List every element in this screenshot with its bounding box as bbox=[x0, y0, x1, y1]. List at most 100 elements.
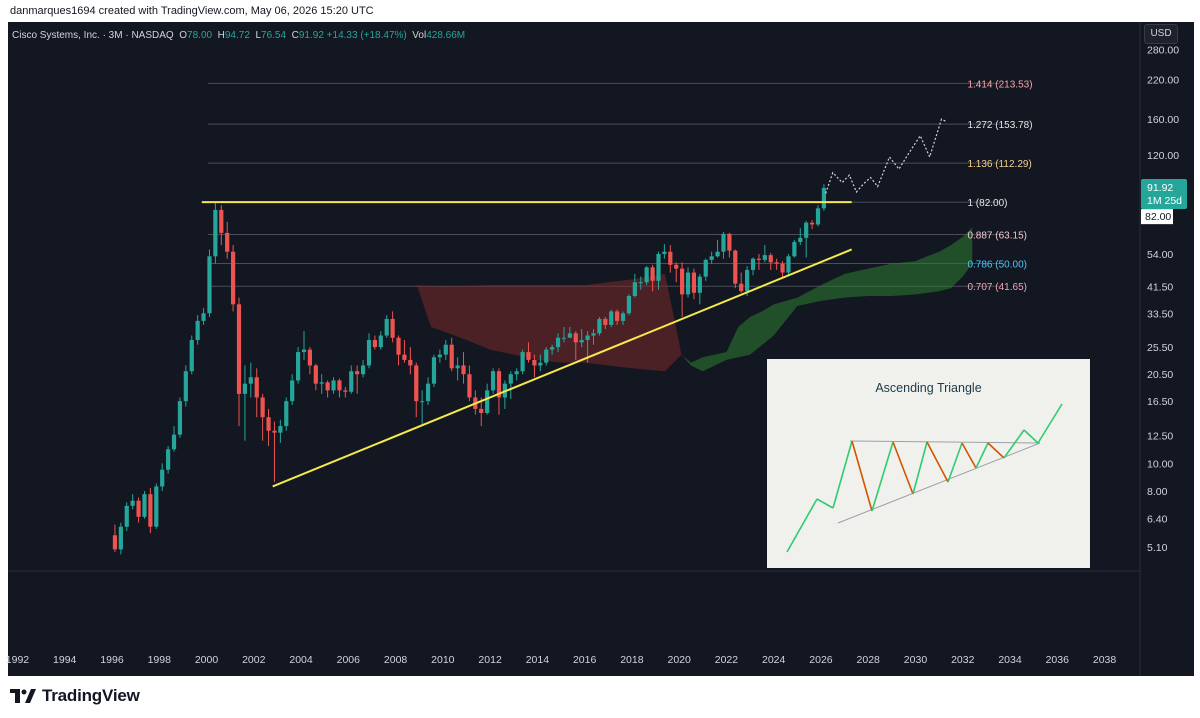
year-tick-label: 1994 bbox=[53, 654, 77, 666]
symbol-name[interactable]: Cisco Systems, Inc. · 3M · NASDAQ bbox=[12, 30, 174, 41]
price-tick-label: 25.50 bbox=[1147, 342, 1173, 354]
candle-body bbox=[136, 500, 141, 517]
tradingview-logo[interactable]: TradingView bbox=[10, 686, 140, 706]
fib-label-2: 1.136 (112.29) bbox=[967, 159, 1031, 170]
candle-body bbox=[319, 382, 324, 384]
candle-body bbox=[408, 359, 413, 366]
inset-pattern-segment bbox=[832, 440, 853, 509]
inset-pattern-segment bbox=[1023, 429, 1039, 444]
inset-pattern-segment bbox=[892, 441, 914, 495]
candle-body bbox=[762, 255, 767, 260]
candle-body bbox=[248, 377, 253, 384]
candle-body bbox=[366, 340, 372, 366]
candle-body bbox=[591, 333, 596, 336]
candle-body bbox=[189, 340, 194, 372]
candle-body bbox=[656, 253, 661, 281]
candle-body bbox=[331, 380, 336, 391]
inset-pattern-segment bbox=[947, 442, 963, 483]
fib-levels bbox=[207, 82, 1001, 287]
year-tick-label: 2024 bbox=[762, 654, 786, 666]
candle-body bbox=[396, 337, 401, 355]
tradingview-brand: TradingView bbox=[42, 686, 140, 705]
candle-body bbox=[461, 365, 466, 375]
year-tick-label: 2012 bbox=[478, 654, 502, 666]
candles bbox=[112, 184, 827, 555]
candle-body bbox=[650, 267, 655, 281]
candle-body bbox=[372, 340, 377, 348]
year-tick-label: 2020 bbox=[667, 654, 691, 666]
candle-body bbox=[414, 365, 419, 402]
candle-body bbox=[620, 313, 626, 321]
price-tick-label: 16.50 bbox=[1147, 396, 1173, 408]
price-tick-label: 220.00 bbox=[1147, 75, 1179, 87]
candle-body bbox=[644, 267, 649, 283]
year-tick-label: 2032 bbox=[951, 654, 975, 666]
candle-body bbox=[496, 371, 502, 398]
candle-body bbox=[691, 272, 697, 293]
projection-path[interactable] bbox=[825, 118, 947, 194]
candle-body bbox=[260, 397, 265, 418]
year-tick-label: 2006 bbox=[337, 654, 361, 666]
candle-body bbox=[485, 390, 490, 413]
inset-pattern-segment bbox=[851, 440, 873, 512]
candle-body bbox=[177, 401, 183, 435]
inset-pattern-segment bbox=[926, 441, 949, 483]
fib-label-4: 0.887 (63.15) bbox=[967, 231, 1026, 242]
cloud-bullish bbox=[681, 227, 973, 372]
trendlines bbox=[201, 118, 947, 488]
volume-value: 428.66M bbox=[426, 30, 466, 41]
time-axis[interactable]: 1992 1994 1996 1998 2000 2002 2004 2006 2008 2010… bbox=[6, 654, 1117, 666]
candle-body bbox=[455, 365, 460, 369]
candle-body bbox=[526, 352, 531, 360]
price-tick-label: 8.00 bbox=[1147, 486, 1168, 498]
candle-body bbox=[437, 354, 442, 358]
candle-body bbox=[626, 295, 632, 314]
inset-pattern-segment bbox=[786, 498, 818, 553]
price-tick-label: 20.50 bbox=[1147, 369, 1173, 381]
candle-body bbox=[166, 449, 171, 470]
candle-body bbox=[390, 318, 395, 338]
currency-button[interactable]: USD bbox=[1144, 24, 1178, 44]
volume-label: Vol bbox=[412, 30, 427, 41]
candle-body bbox=[171, 434, 177, 450]
fib-label-1: 1.272 (153.78) bbox=[967, 120, 1032, 131]
candle-body bbox=[118, 526, 123, 550]
close-label: C bbox=[291, 30, 299, 41]
year-tick-label: 2010 bbox=[431, 654, 455, 666]
candle-body bbox=[809, 222, 815, 225]
price-tick-label: 33.50 bbox=[1147, 308, 1173, 320]
candle-body bbox=[349, 371, 354, 392]
low-label: L bbox=[255, 30, 262, 41]
year-tick-label: 1992 bbox=[6, 654, 30, 666]
fib-label-6: 0.707 (41.65) bbox=[967, 282, 1026, 293]
candle-body bbox=[236, 304, 242, 394]
inset-pattern-segment bbox=[961, 442, 977, 469]
candle-body bbox=[130, 500, 135, 506]
price-tick-label: 120.00 bbox=[1147, 150, 1179, 162]
candle-body bbox=[254, 377, 259, 398]
price-tick-label: 6.40 bbox=[1147, 514, 1168, 526]
last-price-badge bbox=[1141, 178, 1187, 209]
candle-body bbox=[674, 264, 679, 269]
price-axis[interactable]: 280.00 220.00 160.00 120.00 82.00 54.00 41.50 3… bbox=[1147, 45, 1179, 554]
candle-body bbox=[786, 256, 791, 273]
candle-body bbox=[561, 337, 567, 339]
candle-body bbox=[815, 208, 821, 225]
candle-body bbox=[597, 318, 602, 334]
candle-body bbox=[567, 333, 572, 338]
inset-pattern-segment bbox=[912, 441, 928, 495]
candle-body bbox=[768, 255, 773, 263]
fib-label-0: 1.414 (213.53) bbox=[967, 79, 1032, 90]
candle-body bbox=[355, 371, 360, 375]
high-label: H bbox=[217, 30, 225, 41]
candle-body bbox=[615, 311, 620, 321]
candle-body bbox=[160, 469, 165, 487]
candle-body bbox=[201, 313, 206, 321]
support-line[interactable] bbox=[272, 248, 853, 488]
year-tick-label: 2000 bbox=[195, 654, 219, 666]
candle-body bbox=[307, 349, 313, 366]
candle-body bbox=[213, 209, 218, 257]
candle-body bbox=[284, 401, 289, 427]
